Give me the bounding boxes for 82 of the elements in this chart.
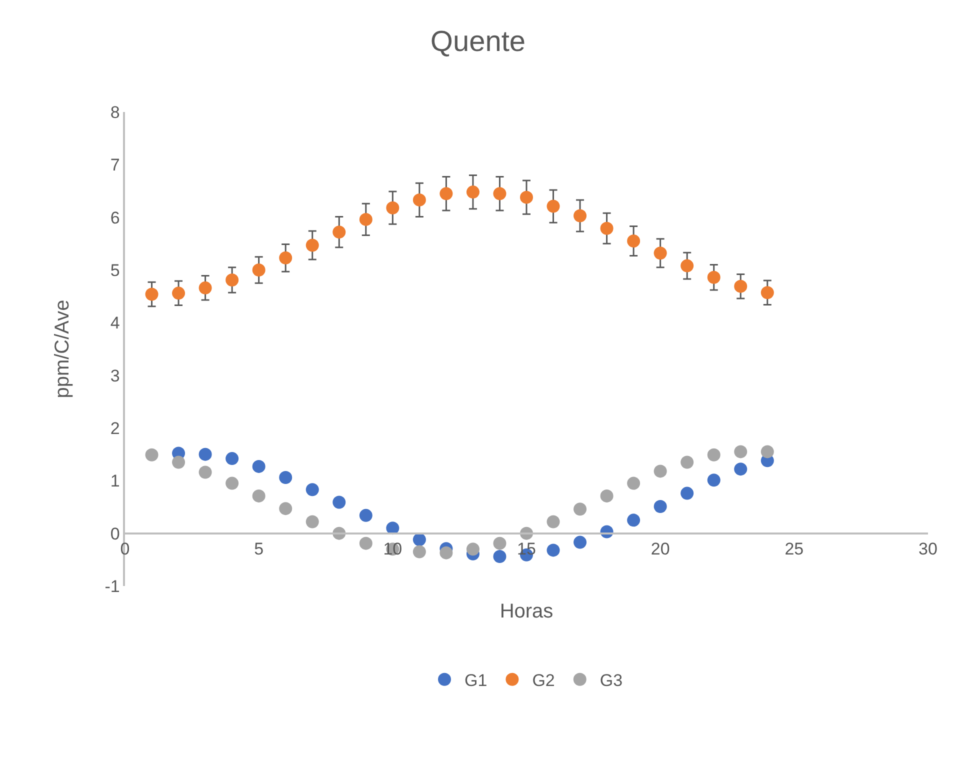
point	[546, 200, 560, 213]
point	[440, 187, 453, 200]
point	[734, 462, 748, 476]
point	[252, 489, 266, 502]
point	[654, 500, 667, 513]
point	[332, 226, 346, 239]
point	[493, 536, 506, 550]
legend-label: G1	[464, 671, 488, 690]
point	[707, 474, 720, 487]
point	[680, 259, 694, 272]
point	[707, 448, 720, 462]
point	[412, 533, 426, 546]
point	[574, 536, 587, 549]
y-tick-label: -1	[104, 576, 120, 596]
point	[359, 508, 372, 522]
point	[734, 445, 748, 458]
point	[600, 222, 614, 235]
y-tick-label: 6	[110, 208, 120, 228]
point	[279, 471, 292, 484]
point	[574, 502, 587, 516]
legend-label: G2	[532, 671, 555, 690]
y-tick-label: 8	[110, 102, 120, 122]
point	[226, 452, 239, 466]
point	[226, 274, 239, 287]
point	[252, 264, 266, 276]
point	[546, 515, 560, 528]
point	[226, 476, 239, 490]
chart-title: Quente	[430, 26, 526, 58]
point	[172, 286, 186, 300]
point	[359, 212, 372, 226]
point	[627, 514, 640, 527]
point	[386, 522, 400, 535]
point	[760, 286, 774, 300]
point	[493, 550, 506, 564]
y-tick-label: 3	[110, 366, 120, 386]
point	[252, 460, 266, 473]
legend-label: G3	[600, 671, 623, 690]
y-tick-label: 5	[110, 260, 120, 280]
point	[440, 546, 453, 560]
point	[680, 486, 694, 500]
point	[654, 464, 667, 478]
point	[412, 545, 426, 558]
point	[520, 190, 533, 204]
point	[172, 456, 186, 469]
point	[198, 281, 212, 294]
point	[734, 280, 748, 293]
point	[760, 445, 774, 458]
point	[600, 489, 614, 502]
point	[198, 448, 212, 461]
point	[145, 448, 158, 462]
point	[546, 544, 560, 557]
x-tick-label: 20	[650, 539, 670, 558]
x-tick-label: 30	[918, 539, 938, 558]
y-tick-label: 2	[110, 418, 120, 438]
x-tick-label: 25	[784, 539, 804, 558]
y-axis-title: ppm/C/Ave	[52, 300, 74, 398]
point	[627, 234, 640, 248]
point	[466, 186, 480, 199]
y-tick-label: 0	[110, 524, 120, 544]
point	[493, 187, 506, 200]
x-axis-title: Horas	[500, 600, 554, 622]
point	[386, 201, 400, 214]
point	[306, 238, 319, 252]
point	[359, 536, 372, 550]
point	[332, 496, 346, 509]
point	[306, 483, 319, 496]
point	[145, 288, 158, 301]
point	[466, 542, 480, 556]
point	[707, 270, 720, 284]
point	[279, 502, 292, 516]
point	[412, 193, 426, 206]
point	[279, 251, 292, 264]
y-tick-label: 1	[110, 472, 120, 491]
point	[198, 466, 212, 479]
point	[306, 515, 319, 528]
y-tick-label: 7	[110, 156, 120, 175]
point	[680, 456, 694, 469]
point	[654, 246, 667, 260]
point	[574, 209, 587, 222]
point	[627, 476, 640, 490]
y-tick-label: 4	[110, 314, 120, 333]
x-tick-label: 5	[254, 539, 264, 558]
